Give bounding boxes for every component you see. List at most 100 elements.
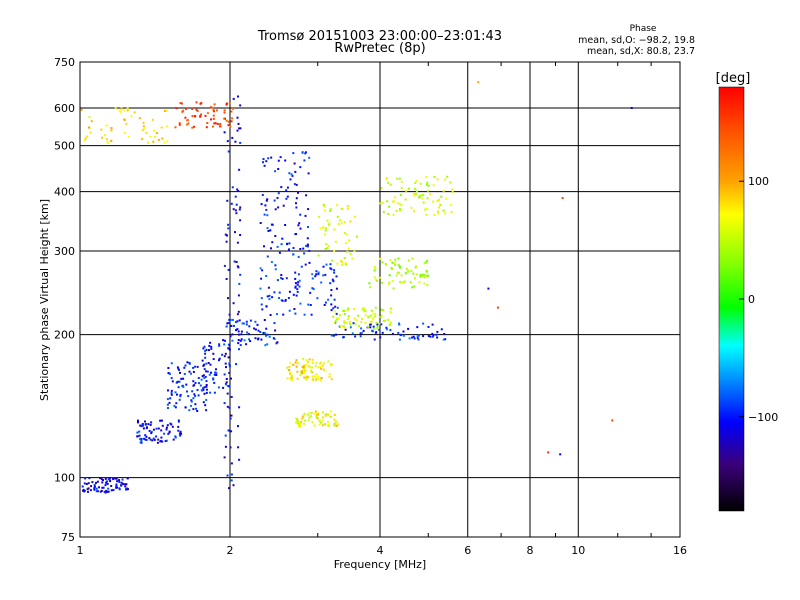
data-point xyxy=(396,178,398,180)
phase-line-o: mean, sd,O: −98.2, 19.8 xyxy=(578,35,695,46)
data-point xyxy=(222,339,224,341)
data-point xyxy=(213,382,215,384)
data-point xyxy=(236,204,238,206)
data-point xyxy=(380,202,382,204)
data-point xyxy=(167,398,169,400)
data-point xyxy=(194,366,196,368)
data-point xyxy=(166,440,168,442)
data-point xyxy=(230,335,232,337)
data-point xyxy=(143,125,145,127)
data-point xyxy=(196,410,198,412)
data-point xyxy=(219,123,221,125)
data-point xyxy=(297,284,299,286)
data-point xyxy=(414,188,416,190)
data-point xyxy=(171,392,173,394)
data-point xyxy=(266,343,268,345)
data-point xyxy=(297,378,299,380)
data-point xyxy=(328,245,330,247)
data-point xyxy=(312,362,314,364)
data-point xyxy=(122,483,124,485)
data-point xyxy=(354,318,356,320)
data-point xyxy=(443,190,445,192)
data-point xyxy=(341,261,343,263)
data-point xyxy=(235,212,237,214)
data-point xyxy=(191,401,193,403)
data-point xyxy=(287,378,289,380)
data-point xyxy=(426,260,428,262)
data-point xyxy=(189,371,191,373)
data-point xyxy=(180,378,182,380)
data-point xyxy=(360,327,362,329)
data-point xyxy=(445,198,447,200)
data-point xyxy=(324,304,326,306)
data-point xyxy=(239,104,241,106)
data-point xyxy=(411,286,413,288)
data-point xyxy=(283,205,285,207)
data-point xyxy=(237,313,239,315)
data-point xyxy=(226,235,228,237)
data-point xyxy=(330,268,332,270)
data-point xyxy=(209,342,211,344)
data-point xyxy=(262,161,264,163)
data-point xyxy=(110,129,112,131)
data-point xyxy=(345,329,347,331)
data-point xyxy=(432,324,434,326)
data-point xyxy=(559,453,561,455)
data-point xyxy=(397,332,399,334)
data-point xyxy=(311,421,313,423)
data-point xyxy=(158,428,160,430)
data-point xyxy=(317,366,319,368)
data-point xyxy=(215,372,217,374)
data-point xyxy=(394,259,396,261)
data-point xyxy=(294,183,296,185)
y-tick-label: 750 xyxy=(54,56,75,69)
data-point xyxy=(389,274,391,276)
data-point xyxy=(127,488,129,490)
data-point xyxy=(288,366,290,368)
data-point xyxy=(213,115,215,117)
data-point xyxy=(137,420,139,422)
data-point xyxy=(150,421,152,423)
data-point xyxy=(120,485,122,487)
data-point xyxy=(95,482,97,484)
data-point xyxy=(435,334,437,336)
data-point xyxy=(302,151,304,153)
data-point xyxy=(562,197,564,199)
data-point xyxy=(317,273,319,275)
data-point xyxy=(153,429,155,431)
data-point xyxy=(424,262,426,264)
data-point xyxy=(278,192,280,194)
data-point xyxy=(416,190,418,192)
data-point xyxy=(150,439,152,441)
data-point xyxy=(248,338,250,340)
data-point xyxy=(237,425,239,427)
data-point xyxy=(437,178,439,180)
data-point xyxy=(210,118,212,120)
data-point xyxy=(154,136,156,138)
data-point xyxy=(444,179,446,181)
phase-line-x: mean, sd,X: 80.8, 23.7 xyxy=(587,46,695,57)
data-point xyxy=(206,384,208,386)
data-point xyxy=(321,377,323,379)
data-point xyxy=(271,296,273,298)
data-point xyxy=(231,462,233,464)
data-point xyxy=(167,367,169,369)
data-point xyxy=(261,269,263,271)
data-point xyxy=(253,328,255,330)
data-point xyxy=(305,264,307,266)
y-axis-label: Stationary phase Virtual Height [km] xyxy=(38,199,51,401)
data-point xyxy=(199,116,201,118)
data-point xyxy=(239,234,241,236)
data-point xyxy=(141,138,143,140)
data-point xyxy=(302,248,304,250)
data-point xyxy=(228,121,230,123)
data-point xyxy=(303,372,305,374)
data-point xyxy=(181,103,183,105)
data-point xyxy=(101,137,103,139)
data-point xyxy=(373,328,375,330)
data-point xyxy=(226,326,228,328)
data-point xyxy=(295,418,297,420)
data-point xyxy=(336,275,338,277)
data-point xyxy=(337,216,339,218)
data-point xyxy=(119,488,121,490)
